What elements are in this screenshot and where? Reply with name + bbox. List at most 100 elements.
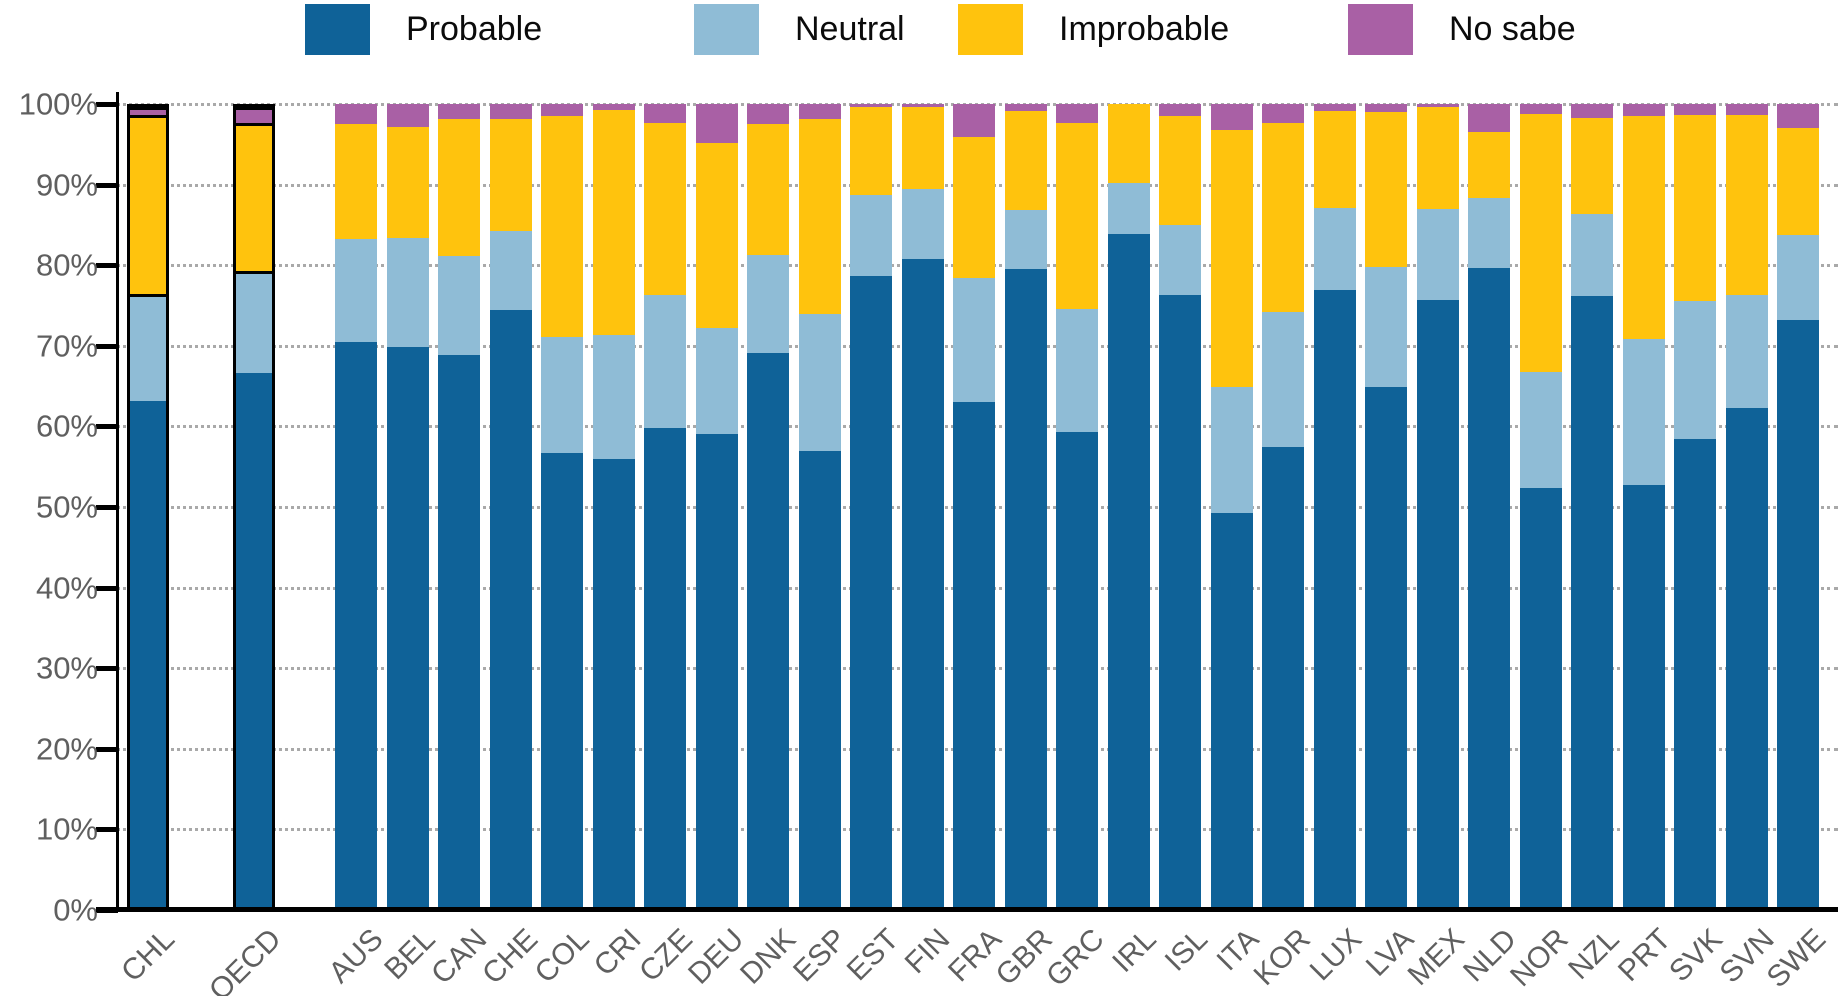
x-label-CAN: CAN — [424, 922, 493, 991]
bar-segment-cze-neutral — [644, 295, 686, 429]
legend-label-improbable: Improbable — [1059, 9, 1230, 48]
bar-CRI — [592, 104, 635, 910]
bar-segment-prt-no-sabe — [1622, 104, 1665, 117]
bar-segment-col-neutral — [541, 336, 583, 453]
bar-segment-est-no-sabe — [850, 104, 892, 108]
bar-NZL — [1571, 104, 1613, 910]
bar-AUS — [335, 104, 377, 910]
bar-segment-nld-no-sabe — [1468, 104, 1510, 133]
x-label-IRL: IRL — [1106, 922, 1163, 979]
bar-OECD — [233, 104, 275, 910]
bar-segment-lux-no-sabe — [1313, 104, 1356, 112]
x-label-CZE: CZE — [633, 922, 699, 989]
bar-segment-mex-no-sabe — [1416, 104, 1459, 108]
bar-segment-deu-neutral — [695, 328, 738, 435]
bar-segment-lux-improbable — [1313, 111, 1356, 208]
legend-label-no-sabe: No sabe — [1449, 9, 1576, 48]
bar-segment-che-neutral — [489, 230, 532, 311]
bar-segment-mex-improbable — [1416, 107, 1459, 209]
bar-segment-chl-neutral — [129, 294, 166, 401]
bar-segment-lux-probable — [1313, 290, 1356, 910]
bar-segment-che-probable — [489, 310, 532, 910]
y-tick-label-20: 20% — [35, 731, 98, 767]
bar-segment-cze-probable — [644, 428, 686, 910]
bar-segment-fra-probable — [953, 402, 995, 910]
y-tick-label-80: 80% — [35, 247, 98, 283]
bar-segment-gbr-probable — [1004, 269, 1047, 910]
bar-segment-mex-neutral — [1416, 208, 1459, 300]
x-label-PRT: PRT — [1612, 922, 1678, 988]
bar-segment-swe-neutral — [1777, 235, 1819, 321]
bar-ITA — [1210, 104, 1253, 910]
bar-segment-dnk-neutral — [747, 254, 789, 354]
bar-segment-cze-no-sabe — [644, 104, 686, 123]
bar-segment-can-neutral — [438, 255, 480, 356]
bar-segment-nld-probable — [1468, 268, 1510, 910]
y-axis-line — [116, 92, 119, 910]
bar-segment-che-improbable — [489, 118, 532, 231]
legend-item-improbable: Improbable — [958, 3, 1229, 55]
y-tick-label-0: 0% — [53, 892, 98, 928]
x-label-CHE: CHE — [476, 922, 545, 991]
bar-segment-isl-neutral — [1159, 224, 1201, 296]
bar-segment-kor-improbable — [1262, 123, 1304, 312]
bar-segment-cri-probable — [592, 458, 635, 910]
bar-SVK — [1674, 104, 1716, 910]
y-tick-label-50: 50% — [35, 489, 98, 525]
y-tick-30 — [96, 666, 118, 672]
bar-segment-nzl-neutral — [1571, 213, 1613, 296]
bar-CHE — [489, 104, 532, 910]
bar-segment-grc-no-sabe — [1056, 104, 1098, 124]
bar-FRA — [953, 104, 995, 910]
y-tick-90 — [96, 182, 118, 188]
bar-COL — [541, 104, 583, 910]
x-label-CHL: CHL — [115, 922, 182, 989]
x-label-KOR: KOR — [1247, 922, 1317, 992]
x-label-SWE: SWE — [1760, 922, 1832, 995]
y-tick-label-30: 30% — [35, 650, 98, 686]
bar-SVN — [1725, 104, 1768, 910]
x-label-DEU: DEU — [682, 922, 751, 991]
x-label-EST: EST — [840, 922, 905, 988]
bar-segment-lva-probable — [1365, 386, 1407, 910]
bar-segment-ita-improbable — [1210, 129, 1253, 387]
bar-segment-dnk-probable — [747, 353, 789, 910]
bar-segment-nld-improbable — [1468, 132, 1510, 198]
bar-segment-grc-probable — [1056, 432, 1098, 910]
x-label-ISL: ISL — [1158, 922, 1214, 978]
bar-segment-isl-probable — [1159, 295, 1201, 910]
y-tick-label-90: 90% — [35, 167, 98, 203]
bar-segment-ita-no-sabe — [1210, 104, 1253, 130]
legend-item-probable: Probable — [305, 3, 542, 55]
bar-segment-cri-improbable — [592, 110, 635, 336]
bar-IRL — [1107, 104, 1150, 910]
x-label-OECD: OECD — [203, 922, 288, 996]
bar-segment-fra-no-sabe — [953, 104, 995, 138]
y-tick-label-10: 10% — [35, 811, 98, 847]
bar-segment-fin-no-sabe — [901, 104, 944, 108]
y-tick-80 — [96, 263, 118, 269]
bar-LVA — [1365, 104, 1407, 910]
x-label-GRC: GRC — [1040, 922, 1111, 994]
bar-NLD — [1468, 104, 1510, 910]
bar-segment-bel-neutral — [386, 237, 429, 348]
legend-swatch-neutral — [694, 3, 759, 55]
x-label-NZL: NZL — [1562, 922, 1626, 987]
bar-segment-prt-probable — [1622, 485, 1665, 910]
bar-segment-esp-improbable — [798, 118, 841, 314]
bar-LUX — [1313, 104, 1356, 910]
bar-segment-nor-improbable — [1519, 113, 1562, 373]
bar-segment-oecd-no-sabe — [236, 107, 272, 124]
bar-segment-bel-no-sabe — [386, 104, 429, 128]
bar-segment-fin-probable — [901, 258, 944, 910]
bar-segment-svn-no-sabe — [1725, 104, 1768, 115]
bar-segment-nzl-no-sabe — [1571, 104, 1613, 118]
x-label-BEL: BEL — [377, 922, 442, 987]
bar-segment-nld-neutral — [1468, 197, 1510, 269]
bar-GBR — [1004, 104, 1047, 910]
bar-segment-nzl-probable — [1571, 295, 1613, 910]
bar-segment-est-probable — [850, 276, 892, 910]
bar-segment-dnk-no-sabe — [747, 104, 789, 125]
bar-segment-cri-neutral — [592, 335, 635, 459]
bar-segment-deu-improbable — [695, 142, 738, 329]
